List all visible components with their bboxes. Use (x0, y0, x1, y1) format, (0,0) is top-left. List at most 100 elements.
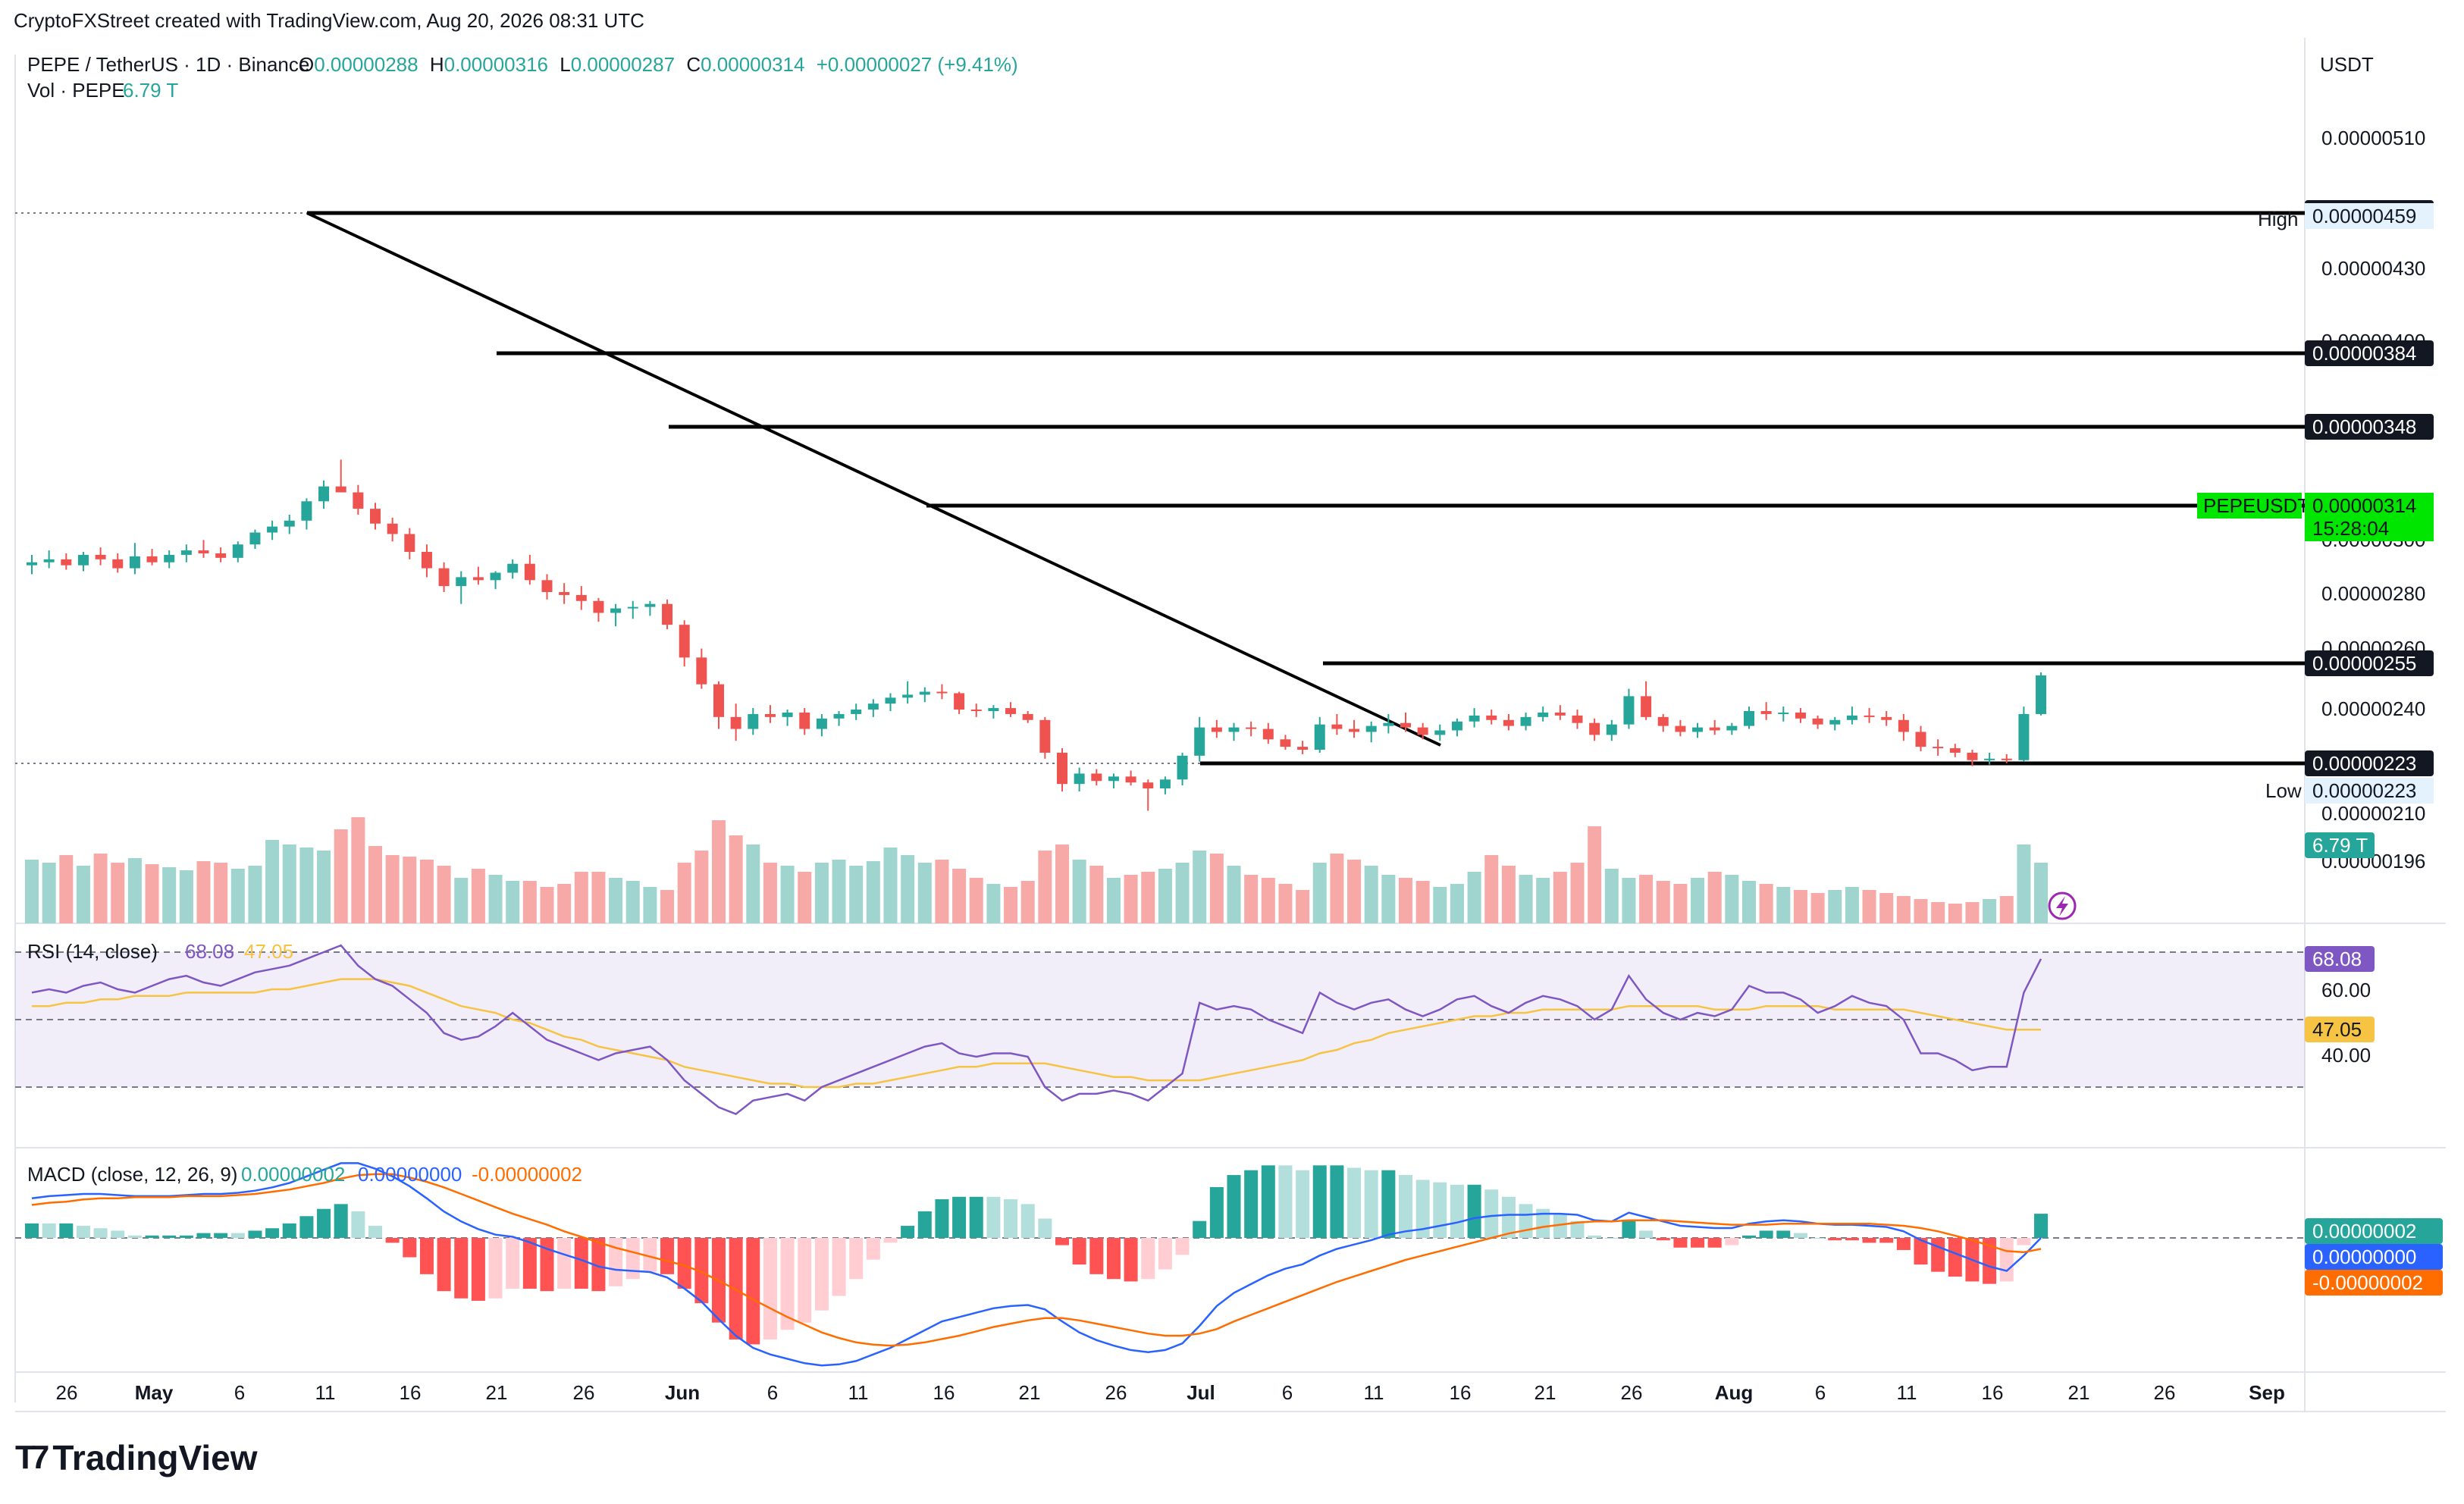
candle-body (541, 580, 553, 592)
candle-body (1486, 715, 1497, 720)
volume-bar (1227, 866, 1241, 923)
macd-histogram-bar (1089, 1238, 1104, 1274)
macd-histogram-bar (1055, 1238, 1069, 1246)
macd-histogram-bar (1141, 1238, 1155, 1280)
time-axis[interactable]: 26 May 6 11 16 21 26 Jun 6 11 16 21 26 Jul 6 11 16 21 26 Au… (56, 1381, 2285, 1404)
candle-body (1967, 752, 1978, 760)
macd-value-badge-bg (2305, 1218, 2443, 1244)
volume-bar (1296, 890, 1310, 923)
volume-bar (1278, 884, 1293, 923)
macd-histogram-bar (265, 1228, 280, 1238)
candle-body (95, 554, 106, 559)
macd-title: MACD (close, 12, 26, 9) (27, 1163, 237, 1186)
macd-histogram-bar (986, 1196, 1001, 1238)
volume-bar (59, 855, 74, 923)
rsi-tick-label: 40.00 (2321, 1044, 2371, 1067)
volume-bar (385, 855, 400, 923)
volume-bar (1106, 878, 1121, 923)
macd-histogram-bar (1536, 1208, 1550, 1238)
candle-body (833, 713, 845, 719)
macd-histogram-bar (1759, 1230, 1773, 1238)
volume-bar (1158, 869, 1172, 923)
candle-body (301, 501, 312, 521)
candle-body (1314, 724, 1325, 750)
candle-body (2001, 758, 2012, 760)
candle-body (1623, 696, 1635, 725)
candle-body (1365, 725, 1377, 732)
support-resistance-levels (15, 211, 2305, 766)
candle-body (1451, 721, 1462, 731)
volume-badge: 6.79 T (2312, 834, 2368, 857)
volume-badge-bg (2305, 832, 2375, 858)
macd-histogram-bar (660, 1238, 675, 1274)
candle-body (1177, 755, 1188, 780)
symbol-badge-bg (2197, 493, 2302, 519)
candle-body (1331, 724, 1343, 729)
volume-bar (1570, 863, 1585, 923)
macd-histogram-bar (248, 1230, 262, 1238)
volume-bar (1004, 887, 1018, 923)
macd-histogram-bar (214, 1233, 228, 1238)
macd-histogram-bar (798, 1238, 812, 1323)
macd-histogram-bar (25, 1223, 39, 1238)
candle-body (1915, 732, 1926, 747)
candle-body (1297, 747, 1309, 750)
tradingview-logo[interactable]: T7 TradingView (15, 1437, 257, 1478)
volume-bar (1244, 875, 1259, 923)
lightning-icon[interactable] (2048, 891, 2077, 920)
time-axis-label: 26 (1621, 1381, 1643, 1404)
legend-volume-label: Vol · PEPE (27, 79, 125, 102)
candle-body (215, 553, 227, 558)
volume-bar (1536, 878, 1550, 923)
volume-bar (196, 861, 211, 923)
volume-bar (25, 860, 39, 923)
level-price-badge-bg (2305, 750, 2434, 776)
macd-histogram-bar (952, 1196, 967, 1238)
volume-bar (540, 887, 554, 923)
candle-body (730, 716, 741, 729)
time-axis-label: 11 (848, 1381, 869, 1404)
macd-histogram-bar (1519, 1204, 1533, 1238)
candle-body (232, 544, 243, 558)
candle-body (696, 657, 707, 685)
volume-bar (1810, 893, 1825, 923)
signal-line (31, 1173, 2042, 1347)
macd-histogram-bar (385, 1238, 400, 1243)
volume-bar (1055, 844, 1069, 923)
volume-bar (901, 855, 915, 923)
macd-histogram-bar (299, 1216, 314, 1238)
volume-bar (1673, 884, 1688, 923)
volume-bar (1193, 851, 1207, 923)
volume-bar (609, 878, 623, 923)
volume-bar (694, 851, 709, 923)
macd-histogram-bar (506, 1238, 520, 1289)
macd-histogram-bar (643, 1238, 657, 1272)
macd-histogram-bar (2017, 1238, 2031, 1246)
candle-body (1898, 719, 1909, 732)
macd-histogram-bar (1862, 1238, 1876, 1243)
candle-body (1572, 715, 1583, 723)
volume-bar (2034, 863, 2049, 923)
volume-bar (1896, 896, 1911, 923)
macd-histogram-bar (1639, 1230, 1654, 1238)
volume-bar (1759, 884, 1773, 923)
volume-bar (2017, 844, 2031, 923)
candle-body (1606, 724, 1617, 735)
time-axis-label: 16 (1982, 1381, 2004, 1404)
macd-histogram-bar (403, 1238, 417, 1258)
volume-bar (471, 869, 485, 923)
candle-body (1057, 752, 1067, 785)
macd-histogram-bar (1622, 1220, 1636, 1238)
time-axis-label: Sep (2249, 1381, 2285, 1404)
volume-bar (1347, 860, 1362, 923)
candle-body (1538, 712, 1549, 717)
volume-bar (1553, 872, 1567, 923)
volume-bar (1399, 878, 1412, 923)
candle-body (816, 718, 827, 729)
macd-histogram-bar (591, 1238, 606, 1292)
macd-histogram-bar (1158, 1238, 1172, 1270)
macd-histogram-bar (1227, 1175, 1241, 1238)
volume-bar (952, 869, 967, 923)
volume-bar (557, 884, 572, 923)
